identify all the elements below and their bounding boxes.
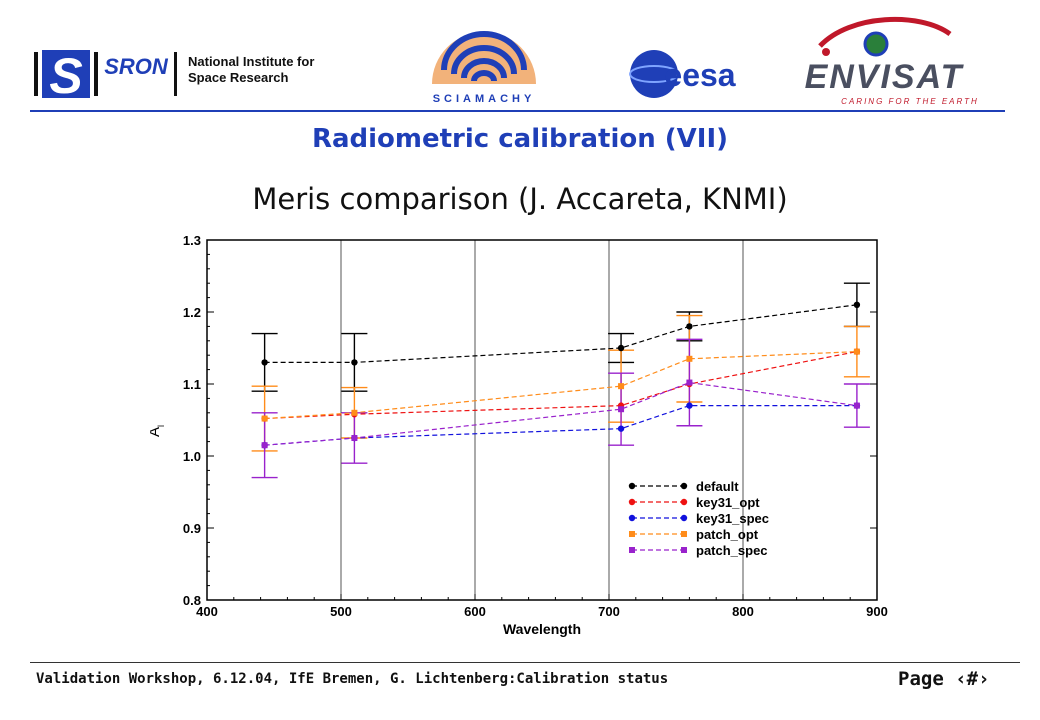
axis-ticks: 400 500 600 700 800 900 0.8 0.9 1.0 1.1 1.2 1.3	[183, 233, 888, 619]
y-tick-label: 1.1	[183, 377, 201, 392]
esa-logo-text: eesa	[664, 57, 735, 93]
data-point-default	[351, 359, 358, 366]
y-tick-label: 0.9	[183, 521, 201, 536]
y-tick-label: 1.0	[183, 449, 201, 464]
data-point-key31_spec	[686, 402, 693, 409]
x-tick-label: 700	[598, 604, 620, 619]
data-point-patch_opt	[618, 383, 625, 390]
data-point-patch_opt	[686, 355, 693, 362]
envisat-logo-text: ENVISAT	[805, 58, 965, 96]
legend-marker	[680, 482, 688, 490]
data-point-patch_opt	[261, 415, 268, 422]
data-point-patch_spec	[686, 379, 693, 386]
page-number: Page ‹#›	[898, 668, 990, 690]
x-tick-label: 900	[866, 604, 888, 619]
x-axis-label: Wavelength	[503, 621, 581, 637]
header-divider	[30, 110, 1005, 112]
legend-label: key31_spec	[696, 511, 769, 526]
chart: 400 500 600 700 800 900 0.8 0.9 1.0 1.1 1.2 1.3 def…	[146, 228, 910, 640]
series	[251, 282, 870, 479]
footer-divider	[30, 662, 1020, 663]
legend-label: patch_opt	[696, 527, 759, 542]
series-line-patch_spec	[264, 381, 857, 446]
y-tick-label: 1.3	[183, 233, 201, 248]
data-point-default	[853, 301, 861, 308]
x-tick-label: 400	[196, 604, 218, 619]
slide-title: Radiometric calibration (VII)	[311, 124, 729, 154]
grid	[340, 240, 744, 600]
envisat-tagline: CARING FOR THE EARTH	[841, 97, 979, 106]
slide-subtitle: Meris comparison (J. Accareta, KNMI)	[252, 182, 788, 216]
y-axis-label-main: A	[150, 427, 163, 437]
data-point-default	[261, 359, 268, 366]
y-axis-label: A l	[146, 425, 166, 437]
legend-label: default	[696, 479, 739, 494]
institute-line-2: Space Research	[188, 70, 289, 85]
data-point-patch_spec	[618, 406, 625, 413]
legend-marker	[628, 482, 636, 490]
institute-line-1: National Institute for	[188, 54, 315, 69]
sron-logo-text: SRON	[104, 54, 169, 79]
x-tick-label: 600	[464, 604, 486, 619]
legend-marker	[629, 531, 635, 537]
sciamachy-logo-text: SCIAMACHY	[433, 93, 536, 105]
legend-marker	[628, 498, 636, 506]
sron-logo: S SRON	[30, 44, 180, 104]
chart-canvas: 400 500 600 700 800 900 0.8 0.9 1.0 1.1 1.2 1.3 def…	[146, 233, 888, 637]
legend-marker	[680, 514, 688, 522]
data-point-patch_spec	[853, 402, 860, 409]
data-point-default	[617, 344, 625, 352]
legend-marker	[628, 514, 636, 522]
institute-name: National Institute for Space Research	[188, 54, 314, 86]
data-point-patch_opt	[853, 348, 860, 355]
plot-frame	[206, 239, 878, 601]
x-tick-label: 500	[330, 604, 352, 619]
data-point-key31_spec	[617, 425, 625, 432]
data-point-patch_spec	[261, 442, 268, 449]
series-line-patch_opt	[264, 351, 857, 420]
envisat-logo: ENVISAT CARING FOR THE EARTH	[780, 14, 1000, 110]
legend-marker	[681, 547, 687, 553]
esa-logo: eesa	[628, 46, 748, 102]
legend-label: key31_opt	[696, 495, 760, 510]
data-point-patch_spec	[351, 435, 358, 441]
y-tick-label: 1.2	[183, 305, 201, 320]
x-tick-label: 800	[732, 604, 754, 619]
legend-marker	[680, 498, 688, 506]
y-tick-label: 0.8	[183, 593, 201, 608]
data-point-default	[686, 323, 693, 330]
sciamachy-logo: SCIAMACHY	[418, 18, 550, 106]
svg-text:S: S	[49, 48, 82, 104]
y-axis-label-subscript: l	[156, 425, 166, 427]
data-point-patch_opt	[351, 409, 358, 416]
legend-label: patch_spec	[696, 543, 768, 558]
legend-marker	[629, 547, 635, 553]
legend: defaultkey31_optkey31_specpatch_optpatch…	[628, 479, 769, 558]
legend-marker	[681, 531, 687, 537]
footer-text: Validation Workshop, 6.12.04, IfE Bremen…	[36, 671, 669, 687]
